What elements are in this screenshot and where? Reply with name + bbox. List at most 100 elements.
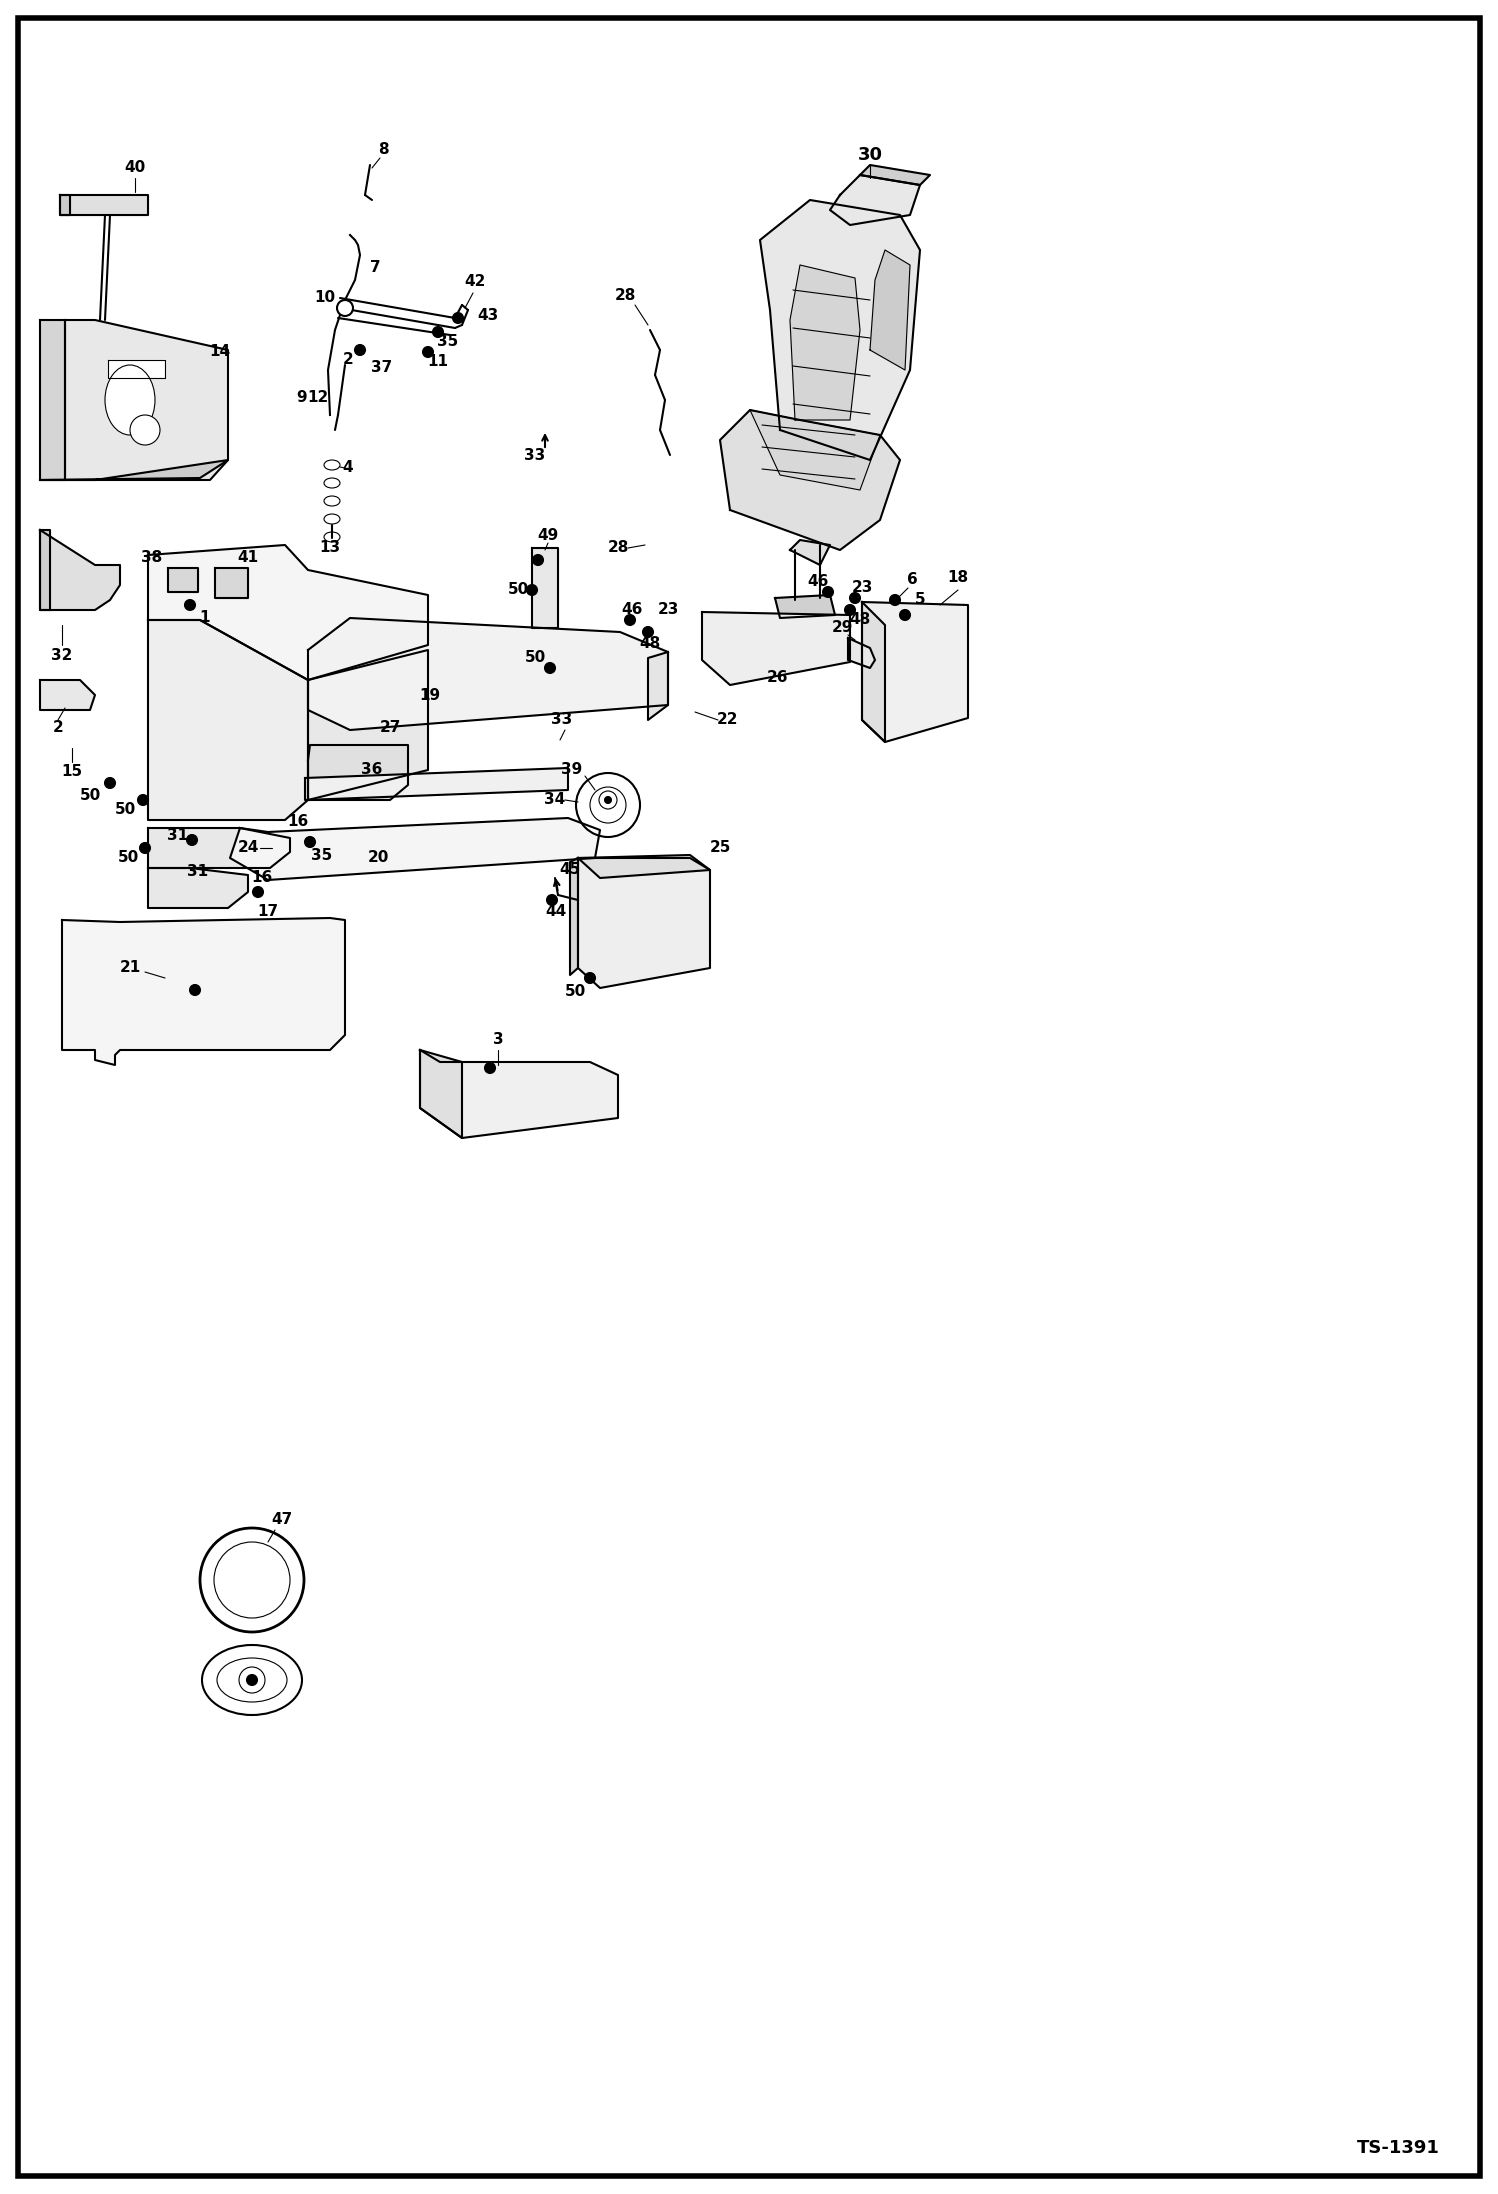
Polygon shape (168, 568, 198, 592)
Polygon shape (64, 320, 228, 480)
Ellipse shape (202, 1646, 303, 1716)
Text: 27: 27 (379, 720, 400, 735)
Circle shape (240, 1667, 265, 1694)
Polygon shape (789, 265, 860, 419)
Circle shape (452, 314, 463, 323)
Text: 33: 33 (524, 448, 545, 463)
Polygon shape (309, 619, 668, 731)
Polygon shape (861, 601, 968, 742)
Text: 8: 8 (377, 143, 388, 158)
Circle shape (190, 985, 201, 996)
Text: 37: 37 (372, 360, 392, 375)
Circle shape (253, 886, 264, 897)
Polygon shape (40, 531, 49, 610)
Polygon shape (848, 638, 875, 667)
Circle shape (533, 555, 542, 566)
Polygon shape (40, 320, 64, 480)
Text: 11: 11 (427, 355, 448, 369)
Text: 23: 23 (851, 581, 873, 595)
Circle shape (545, 663, 554, 674)
Text: 1: 1 (199, 610, 210, 625)
Polygon shape (649, 652, 668, 720)
Circle shape (822, 588, 833, 597)
Text: 50: 50 (565, 985, 586, 1000)
Polygon shape (759, 200, 920, 461)
Polygon shape (40, 461, 228, 480)
Text: 31: 31 (168, 827, 189, 842)
Circle shape (590, 788, 626, 823)
Text: 38: 38 (141, 551, 163, 566)
Polygon shape (40, 531, 120, 610)
Text: 50: 50 (79, 788, 100, 803)
Polygon shape (578, 856, 710, 878)
Text: 3: 3 (493, 1033, 503, 1047)
Circle shape (586, 972, 595, 983)
Text: 44: 44 (545, 904, 566, 919)
Text: 4: 4 (343, 461, 354, 476)
Text: 48: 48 (640, 636, 661, 649)
Polygon shape (60, 195, 70, 215)
Polygon shape (231, 818, 601, 880)
Text: 5: 5 (915, 592, 926, 608)
Polygon shape (721, 410, 900, 551)
Circle shape (605, 796, 611, 803)
Polygon shape (309, 746, 407, 801)
Text: 47: 47 (271, 1512, 292, 1527)
Text: 42: 42 (464, 274, 485, 290)
Circle shape (890, 595, 900, 606)
Polygon shape (532, 548, 557, 627)
Text: 30: 30 (857, 147, 882, 165)
Text: TS-1391: TS-1391 (1357, 2139, 1440, 2157)
Text: 22: 22 (718, 713, 739, 728)
Text: 16: 16 (288, 814, 309, 829)
Polygon shape (703, 612, 849, 685)
Polygon shape (309, 649, 428, 801)
Circle shape (130, 415, 160, 445)
Text: 10: 10 (315, 290, 336, 305)
Text: 49: 49 (538, 527, 559, 542)
Polygon shape (571, 858, 578, 974)
Polygon shape (148, 827, 291, 869)
Text: 12: 12 (307, 391, 328, 406)
Circle shape (845, 606, 855, 614)
Polygon shape (774, 595, 834, 619)
Circle shape (337, 301, 354, 316)
Text: 19: 19 (419, 687, 440, 702)
Text: 20: 20 (367, 851, 388, 864)
Circle shape (900, 610, 909, 621)
Text: 23: 23 (658, 603, 679, 617)
Polygon shape (60, 195, 148, 215)
Text: 46: 46 (622, 603, 643, 617)
Text: 29: 29 (831, 621, 852, 636)
Polygon shape (419, 1051, 461, 1139)
Text: 26: 26 (767, 671, 789, 685)
Text: 39: 39 (562, 764, 583, 777)
Polygon shape (148, 621, 309, 821)
Text: 13: 13 (319, 540, 340, 555)
Polygon shape (870, 250, 909, 371)
Circle shape (184, 599, 195, 610)
Text: 36: 36 (361, 764, 382, 777)
Polygon shape (830, 176, 920, 226)
Text: 15: 15 (61, 764, 82, 779)
Circle shape (306, 836, 315, 847)
Text: 35: 35 (437, 333, 458, 349)
Text: 46: 46 (807, 575, 828, 590)
Polygon shape (860, 165, 930, 184)
Text: 43: 43 (478, 307, 499, 323)
Circle shape (527, 586, 536, 595)
Circle shape (547, 895, 557, 904)
Text: 48: 48 (849, 612, 870, 627)
Polygon shape (578, 858, 710, 987)
Circle shape (138, 794, 148, 805)
Circle shape (599, 792, 617, 810)
Text: 41: 41 (238, 551, 259, 566)
Text: 50: 50 (524, 649, 545, 665)
Text: 40: 40 (124, 160, 145, 176)
Text: 33: 33 (551, 713, 572, 728)
Text: 28: 28 (614, 287, 635, 303)
Circle shape (485, 1064, 494, 1073)
Polygon shape (61, 917, 345, 1064)
Polygon shape (419, 1051, 619, 1139)
Circle shape (625, 614, 635, 625)
